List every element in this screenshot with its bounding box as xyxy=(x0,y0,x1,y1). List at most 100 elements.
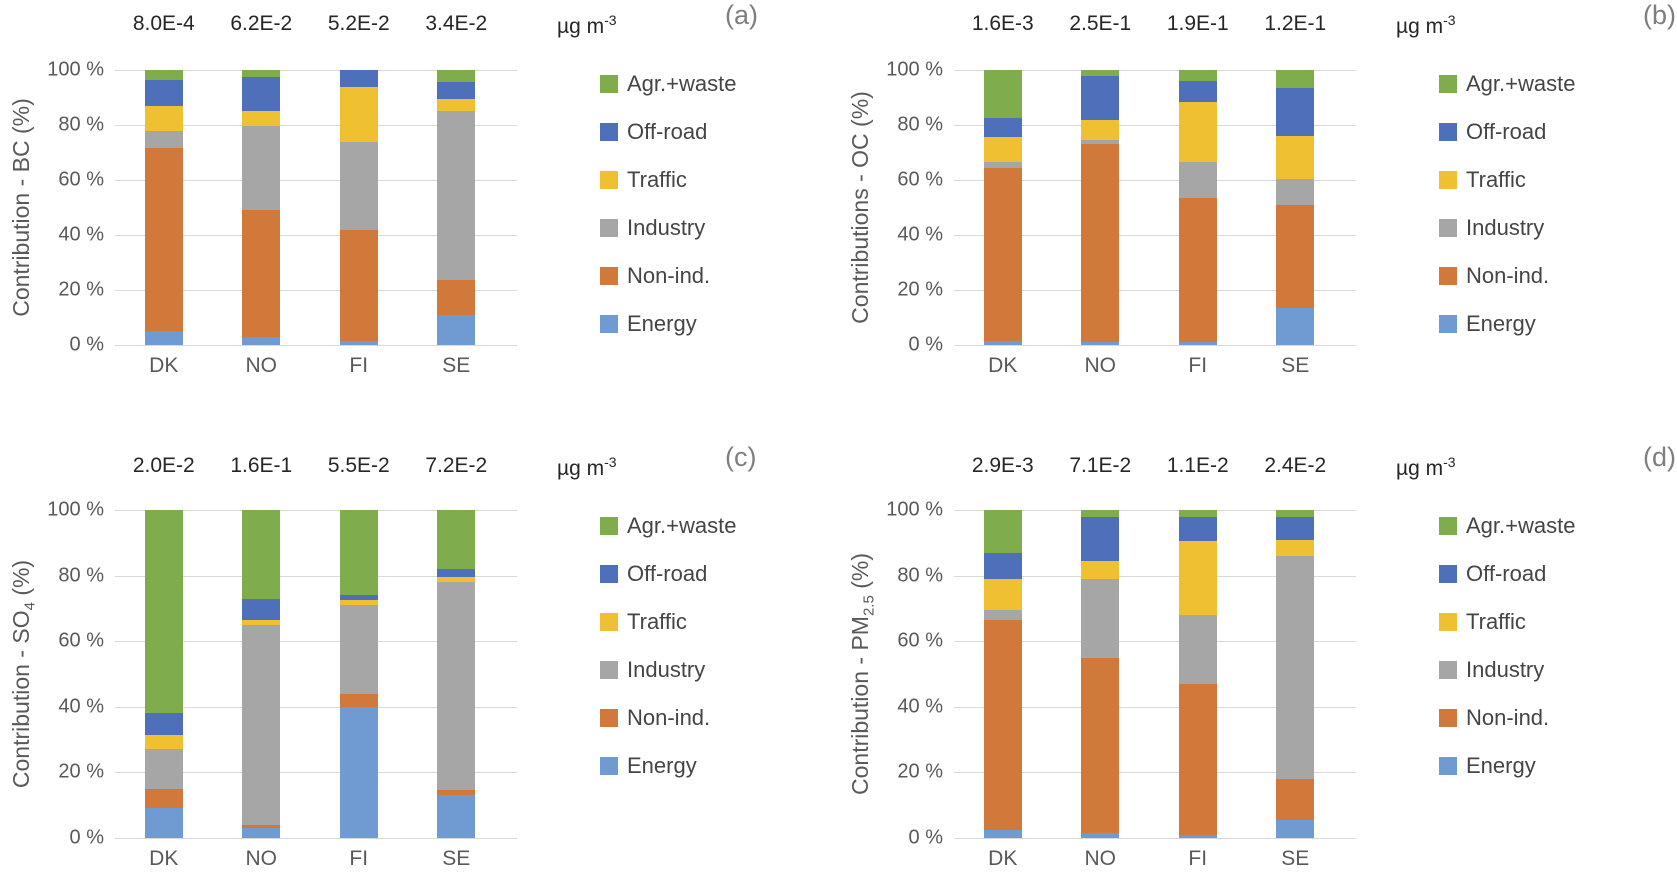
bar-segment-agr_waste xyxy=(1081,510,1120,517)
gridline xyxy=(954,180,1356,181)
legend-label: Traffic xyxy=(1466,167,1526,192)
legend-item-non_ind: Non-ind. xyxy=(1439,705,1549,731)
legend-swatch xyxy=(1439,75,1457,93)
y-tick-label: 20 % xyxy=(58,278,104,301)
bar-segment-industry xyxy=(1178,162,1217,198)
bar-segment-off_road xyxy=(339,595,378,601)
concentration-label: 1.9E-1 xyxy=(1166,12,1229,35)
legend-item-industry: Industry xyxy=(1439,657,1544,683)
bar-SE xyxy=(437,70,476,345)
gridline xyxy=(115,345,517,346)
legend-item-industry: Industry xyxy=(1439,215,1544,241)
bar-segment-non_ind xyxy=(242,210,281,337)
x-category-label: FI xyxy=(349,847,369,870)
bar-segment-non_ind xyxy=(1276,204,1315,308)
legend-item-traffic: Traffic xyxy=(600,167,687,193)
legend-label: Traffic xyxy=(627,609,687,634)
bar-segment-energy xyxy=(437,314,476,345)
bar-SE xyxy=(1276,510,1315,838)
concentration-label: 1.6E-1 xyxy=(230,454,293,477)
concentration-label: 6.2E-2 xyxy=(230,12,293,35)
bar-segment-non_ind xyxy=(339,229,378,341)
gridline xyxy=(954,290,1356,291)
concentration-label: 2.0E-2 xyxy=(132,454,195,477)
concentration-label: 2.4E-2 xyxy=(1264,454,1327,477)
bar-NO xyxy=(242,70,281,345)
legend-swatch xyxy=(600,565,618,583)
legend-swatch xyxy=(1439,517,1457,535)
concentration-label: 7.2E-2 xyxy=(425,454,488,477)
legend-swatch xyxy=(600,171,618,189)
legend-swatch xyxy=(1439,613,1457,631)
bar-segment-off_road xyxy=(1081,75,1120,120)
bar-segment-traffic xyxy=(1178,101,1217,163)
bar-segment-traffic xyxy=(242,111,281,127)
legend-swatch xyxy=(1439,661,1457,679)
legend-swatch xyxy=(600,267,618,285)
x-category-label: NO xyxy=(245,354,278,377)
bar-segment-energy xyxy=(1081,342,1120,345)
panel-letter: (a) xyxy=(725,0,758,30)
legend-item-energy: Energy xyxy=(1439,311,1536,337)
y-tick-label: 20 % xyxy=(58,760,104,783)
legend-item-non_ind: Non-ind. xyxy=(1439,263,1549,289)
legend-label: Industry xyxy=(1466,215,1545,240)
bar-segment-agr_waste xyxy=(242,70,281,77)
unit-label: µg m-3 xyxy=(1396,454,1456,481)
legend-swatch xyxy=(1439,219,1457,237)
legend-swatch xyxy=(1439,315,1457,333)
bar-DK xyxy=(983,70,1022,345)
gridline xyxy=(954,772,1356,774)
gridline xyxy=(954,345,1356,346)
unit-label: µg m-3 xyxy=(557,12,617,39)
legend-swatch xyxy=(1439,171,1457,189)
bar-segment-agr_waste xyxy=(1178,510,1217,517)
x-category-label: DK xyxy=(988,354,1018,377)
y-axis-title: Contribution - SO4 (%) xyxy=(8,510,39,838)
bar-segment-non_ind xyxy=(242,824,281,829)
bar-segment-agr_waste xyxy=(437,510,476,570)
legend-label: Traffic xyxy=(1466,609,1526,634)
bar-segment-off_road xyxy=(983,552,1022,579)
concentration-label: 2.5E-1 xyxy=(1069,12,1132,35)
gridline xyxy=(954,70,1356,71)
y-tick-label: 80 % xyxy=(58,113,104,136)
y-tick-label: 0 % xyxy=(69,333,104,356)
bar-segment-off_road xyxy=(983,118,1022,138)
legend-item-energy: Energy xyxy=(600,311,697,337)
legend-label: Traffic xyxy=(627,167,687,192)
bar-segment-off_road xyxy=(437,82,476,99)
bar-segment-agr_waste xyxy=(242,510,281,599)
bar-segment-off_road xyxy=(1178,81,1217,102)
bar-segment-non_ind xyxy=(983,167,1022,341)
plot-area xyxy=(954,70,1356,346)
concentration-label: 1.6E-3 xyxy=(971,12,1034,35)
y-tick-label: 80 % xyxy=(58,564,104,587)
y-tick-label: 80 % xyxy=(897,113,943,136)
bar-segment-industry xyxy=(437,111,476,281)
legend-label: Non-ind. xyxy=(627,263,711,288)
y-axis-title-part: 2.5 xyxy=(860,595,878,617)
legend-item-agr_waste: Agr.+waste xyxy=(600,513,736,539)
gridline xyxy=(115,838,517,839)
gridline xyxy=(954,575,1356,577)
bar-FI xyxy=(1178,70,1217,345)
bar-segment-industry xyxy=(437,582,476,791)
gridline xyxy=(115,772,517,774)
legend-item-industry: Industry xyxy=(600,215,705,241)
legend-swatch xyxy=(600,517,618,535)
bar-segment-traffic xyxy=(1081,119,1120,141)
y-tick-label: 20 % xyxy=(897,278,943,301)
chart-panel-c: (c) Contribution - SO4 (%) 0 % 20 % 40 % 60 %… xyxy=(0,442,838,883)
bar-segment-non_ind xyxy=(144,148,183,332)
bar-segment-traffic xyxy=(1276,539,1315,556)
gridline xyxy=(954,125,1356,126)
bar-segment-industry xyxy=(983,162,1022,168)
unit-exponent: -3 xyxy=(604,12,617,28)
bar-segment-traffic xyxy=(983,578,1022,611)
bar-segment-agr_waste xyxy=(1276,70,1315,88)
bar-segment-industry xyxy=(1081,578,1120,658)
y-tick-label: 40 % xyxy=(897,223,943,246)
legend-swatch xyxy=(1439,709,1457,727)
